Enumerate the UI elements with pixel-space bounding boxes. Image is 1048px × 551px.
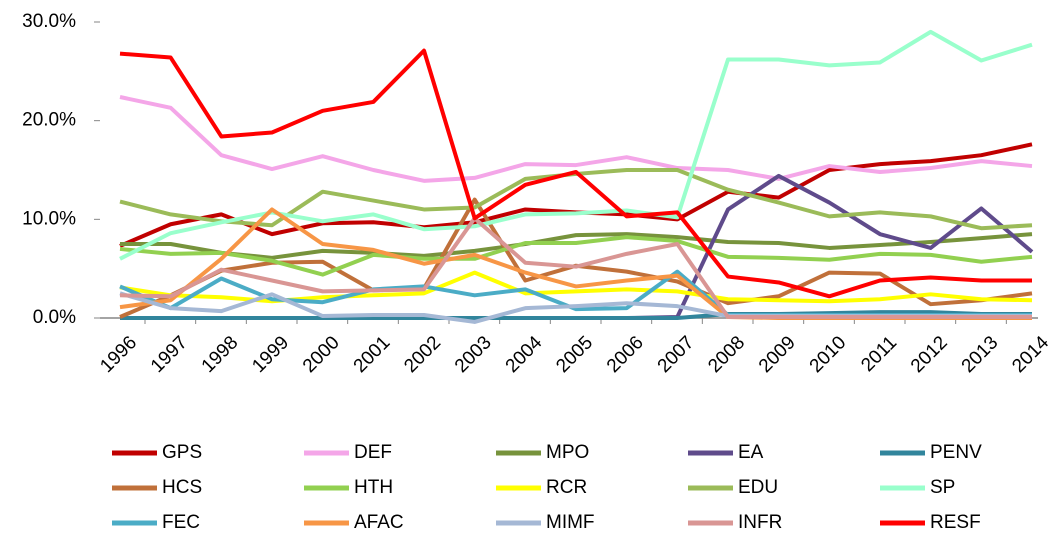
- series-line: [120, 232, 1033, 260]
- legend-label: GPS: [162, 442, 202, 463]
- legend-label: MPO: [546, 442, 589, 463]
- series-line: [119, 48, 1032, 299]
- legend-label: DEF: [354, 442, 392, 463]
- legend-label: HCS: [162, 477, 202, 498]
- x-tick-label: 2003: [451, 332, 496, 377]
- y-tick-label: 20.0%: [22, 110, 76, 131]
- series-line: [119, 95, 1033, 183]
- x-tick-label: 2002: [400, 332, 445, 377]
- legend-label: RCR: [546, 477, 587, 498]
- series-line: [119, 216, 1032, 320]
- legend-label: SP: [930, 477, 955, 498]
- series-line: [119, 29, 1033, 261]
- x-tick-label: 2006: [603, 332, 648, 377]
- y-tick-label: 10.0%: [22, 208, 76, 229]
- legend-label: MIMF: [546, 512, 595, 533]
- y-tick-label: 30.0%: [22, 11, 76, 32]
- x-tick-label: 2004: [502, 332, 547, 377]
- x-tick-label: 2013: [958, 332, 1003, 377]
- legend-label: INFR: [738, 512, 782, 533]
- series-line: [119, 142, 1033, 248]
- x-tick-label: 2010: [806, 332, 851, 377]
- x-tick-label: 2011: [857, 332, 901, 376]
- x-tick-label: 2007: [654, 332, 699, 377]
- x-tick-label: 1998: [198, 332, 243, 377]
- x-tick-label: 2005: [552, 332, 597, 377]
- y-tick-label: 0.0%: [33, 307, 76, 328]
- legend-label: RESF: [930, 512, 981, 533]
- legend-label: EDU: [738, 477, 778, 498]
- legend-label: PENV: [930, 442, 982, 463]
- legend-label: EA: [738, 442, 764, 463]
- series-line: [119, 235, 1033, 277]
- legend-label: FEC: [162, 512, 200, 533]
- legend-label: AFAC: [354, 512, 404, 533]
- x-tick-label: 2009: [755, 332, 800, 377]
- x-tick-label: 2014: [1008, 332, 1048, 377]
- x-tick-label: 2008: [704, 332, 749, 377]
- x-tick-label: 1999: [248, 332, 293, 377]
- series-line: [120, 310, 1032, 320]
- x-tick-label: 1996: [96, 332, 141, 377]
- x-tick-label: 1997: [147, 332, 192, 377]
- x-tick-label: 2001: [350, 332, 395, 377]
- x-tick-label: 2000: [299, 332, 344, 377]
- x-tick-label: 2012: [907, 332, 952, 377]
- legend-label: HTH: [354, 477, 393, 498]
- series-line: [119, 168, 1033, 231]
